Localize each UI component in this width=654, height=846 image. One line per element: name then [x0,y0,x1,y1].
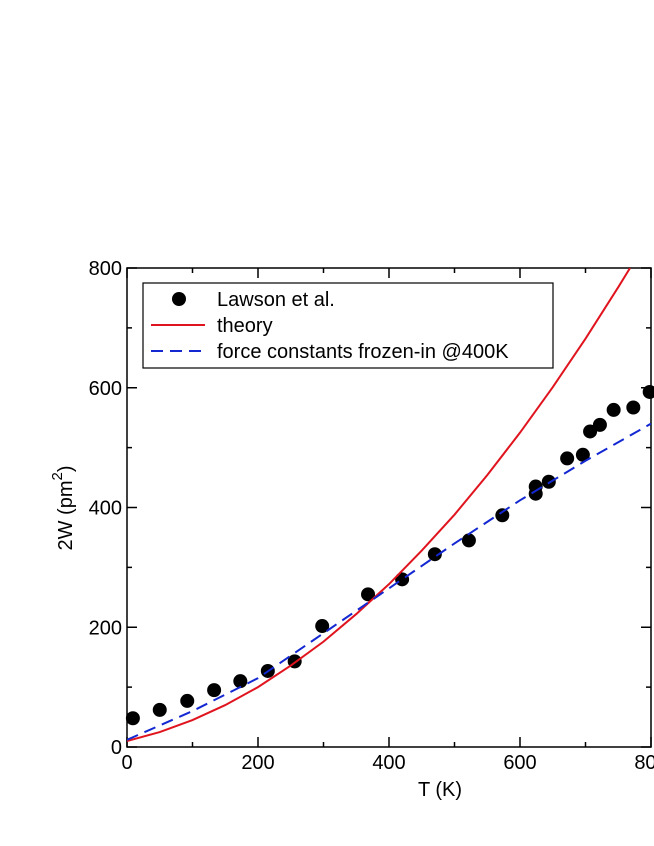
data-point [528,486,543,501]
legend-box [142,282,554,369]
y-tick-label: 800 [89,258,122,280]
x-axis-label: T (K) [418,779,462,801]
data-point [152,702,167,717]
data-point [583,424,598,439]
data-point [495,508,510,523]
data-point [575,447,590,462]
data-point [642,384,654,399]
x-tick-label: 800 [634,752,654,774]
y-tick-label: 400 [89,498,122,520]
data-point [315,619,330,634]
data-point [233,674,248,689]
x-tick-label: 600 [503,752,536,774]
x-tick-label: 400 [372,752,405,774]
data-point [606,402,621,417]
data-point [541,474,556,489]
y-tick-label: 200 [89,617,122,639]
data-point [626,400,641,415]
data-point [361,587,376,602]
y-tick-label: 600 [89,378,122,400]
legend-label: theory [217,315,273,337]
legend-label: force constants frozen-in @400K [217,341,509,363]
x-tick-label: 200 [241,752,274,774]
line-series [127,422,651,741]
data-point [427,547,442,562]
y-axis-label: 2W (pm2) [49,465,77,550]
legend-label: Lawson et al. [217,289,335,311]
data-point [592,417,607,432]
y-tick-label: 0 [111,737,122,759]
data-point [560,451,575,466]
legend-marker [172,292,186,306]
data-point [180,693,195,708]
data-point [125,711,140,726]
data-point [207,683,222,698]
data-point [461,533,476,548]
line-series [127,268,631,742]
x-tick-label: 0 [121,752,132,774]
